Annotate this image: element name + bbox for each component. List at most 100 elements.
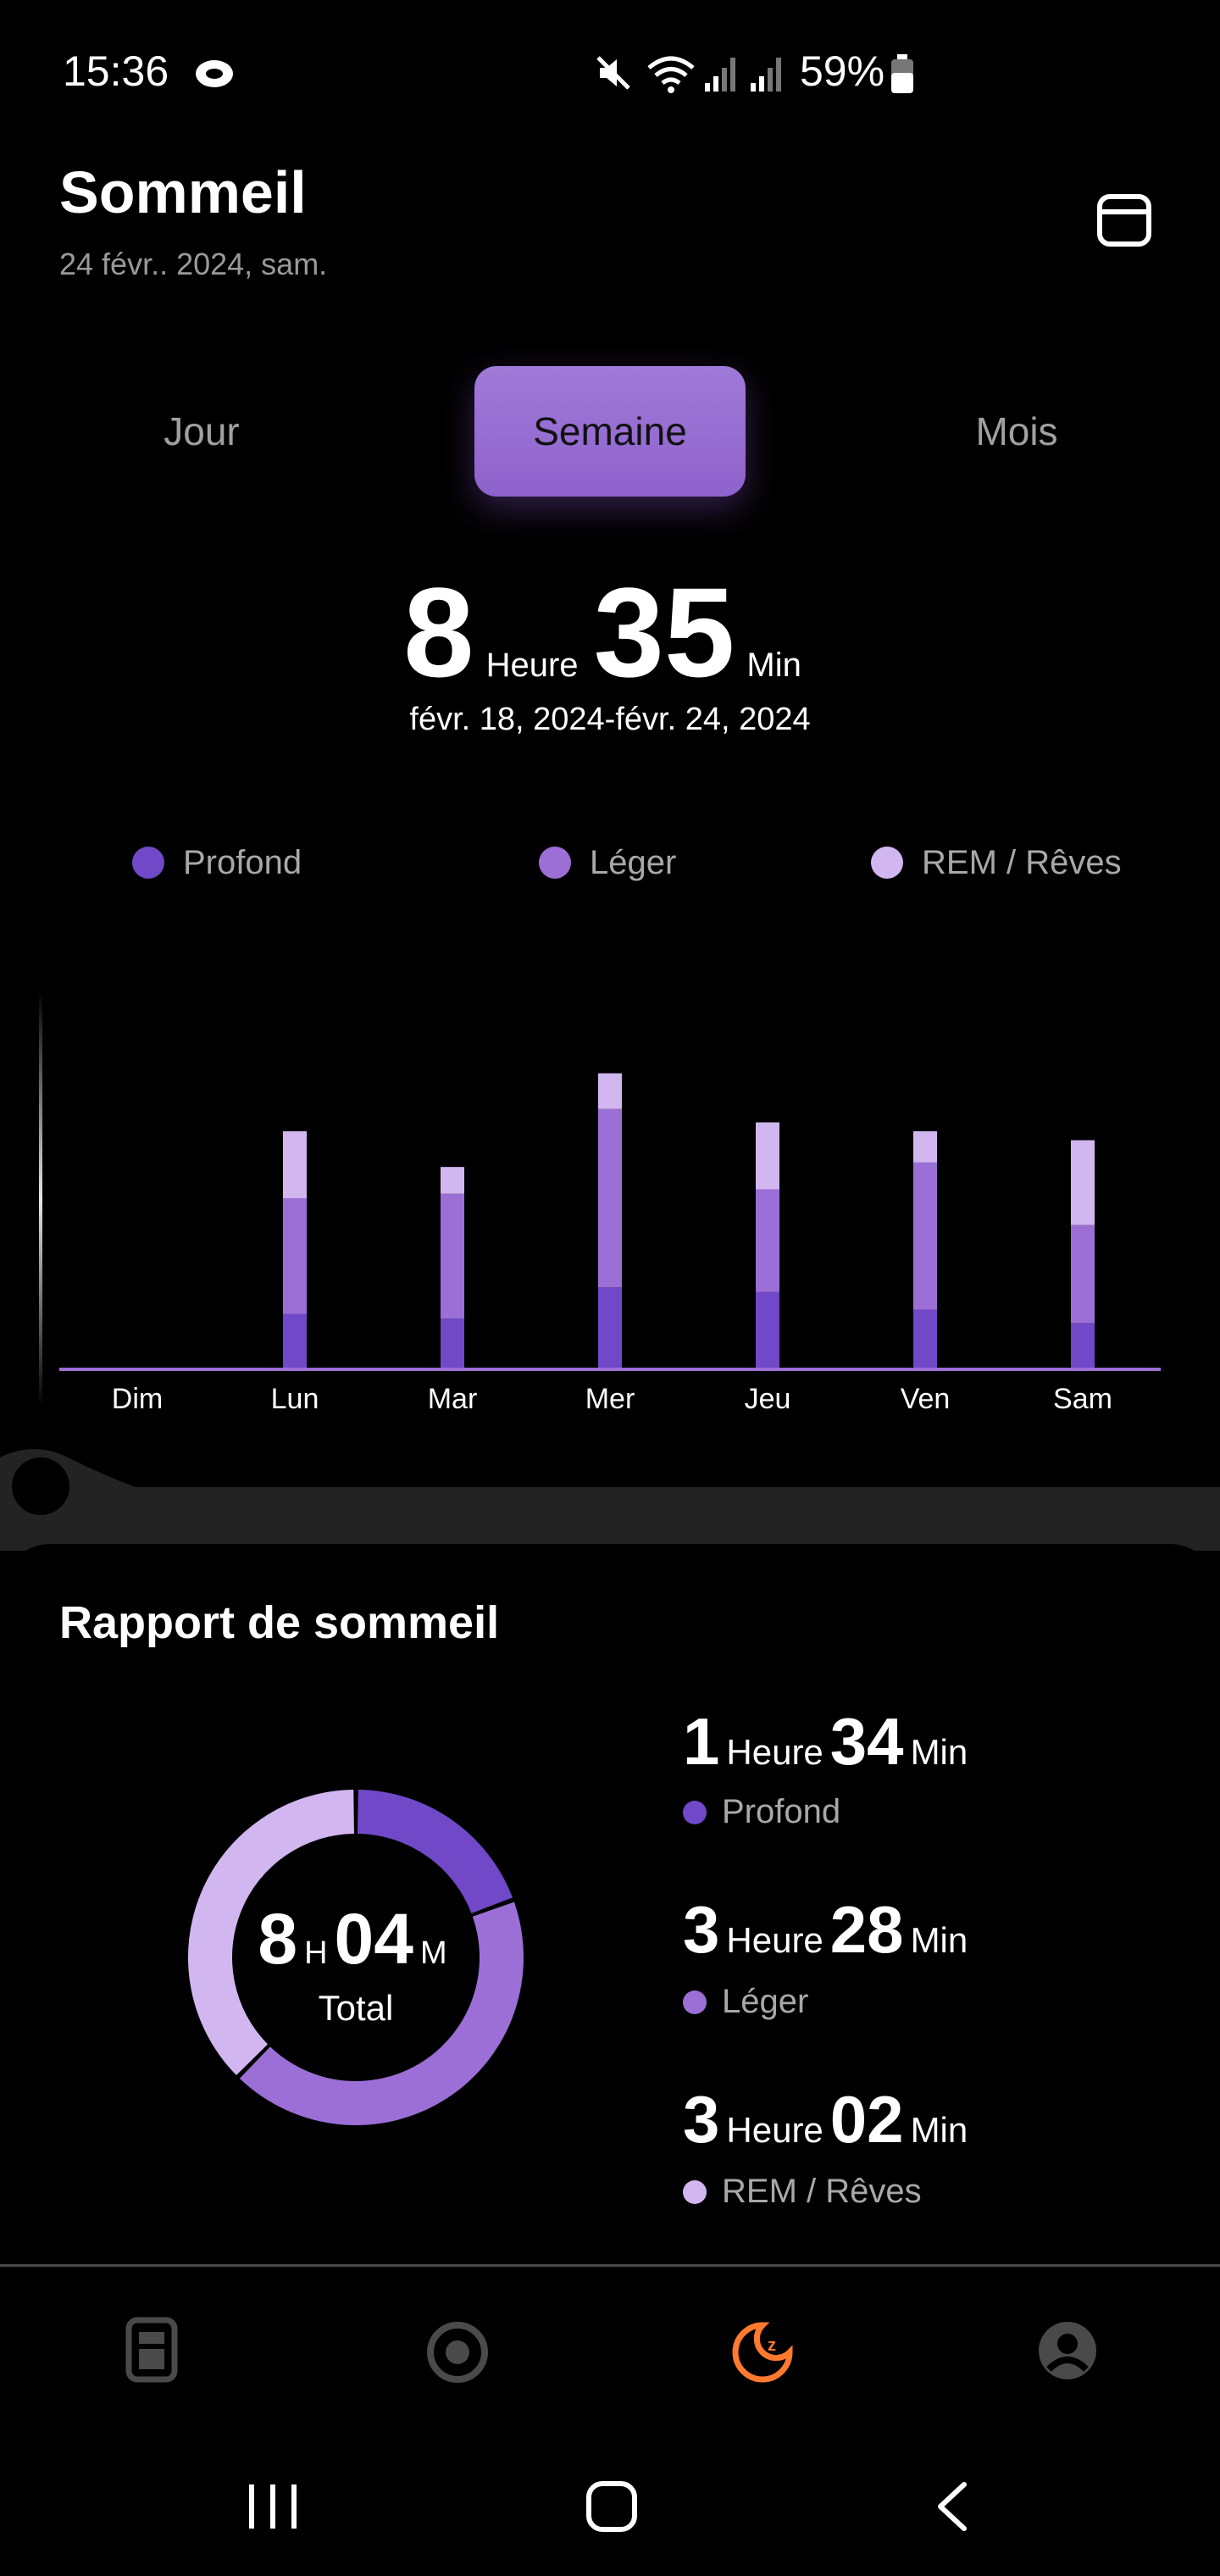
profile-icon[interactable] xyxy=(1035,2318,1100,2383)
bar-jeu-1[interactable] xyxy=(756,1189,779,1292)
bar-mer-1[interactable] xyxy=(598,1108,622,1288)
stat-rem: 3 Heure 02 Min xyxy=(683,2081,974,2158)
home-icon[interactable] xyxy=(585,2479,639,2534)
bar-ven-1[interactable] xyxy=(913,1162,937,1310)
stat-deep-label: Profond xyxy=(722,1793,841,1830)
x-label-sam: Sam xyxy=(1053,1383,1112,1415)
bar-mar-2[interactable] xyxy=(441,1167,464,1194)
stat-rem-hours: 3 xyxy=(683,2082,720,2157)
recent-apps-icon[interactable] xyxy=(246,2481,300,2532)
legend-item-deep: Profond xyxy=(132,839,302,886)
legend-label-rem: REM / Rêves xyxy=(922,843,1122,881)
section-divider xyxy=(0,1449,1220,1551)
back-icon[interactable] xyxy=(932,2479,974,2534)
total-minutes-unit: M xyxy=(419,1935,447,1971)
status-time: 15:36 xyxy=(63,47,169,95)
bar-ven-0[interactable] xyxy=(913,1309,937,1368)
total-hours: 8 xyxy=(258,1899,298,1979)
legend-label-light: Léger xyxy=(590,843,677,881)
bar-sam-0[interactable] xyxy=(1071,1323,1095,1368)
summary-minutes: 35 xyxy=(593,561,735,703)
legend-dot-deep xyxy=(132,847,164,879)
mute-icon xyxy=(596,56,630,90)
stat-deep-hours-unit: Heure xyxy=(726,1732,824,1772)
total-minutes: 04 xyxy=(334,1899,413,1979)
stat-deep-label-row: Profond xyxy=(683,1793,840,1831)
stat-light-hours: 3 xyxy=(683,1892,720,1967)
stat-light-minutes-unit: Min xyxy=(910,1920,968,1960)
legend-item-rem: REM / Rêves xyxy=(871,839,1122,886)
stat-light-label: Léger xyxy=(722,1983,809,2020)
donut-slice-1 xyxy=(239,1901,524,2125)
signal-icon-1 xyxy=(705,58,735,92)
summary-minutes-unit: Min xyxy=(746,647,801,684)
donut-slice-0 xyxy=(358,1790,513,1913)
signal-icon-2 xyxy=(751,58,781,92)
stat-light-dot xyxy=(683,1990,707,2014)
stat-light: 3 Heure 28 Min xyxy=(683,1891,974,1968)
svg-text:z: z xyxy=(768,2336,776,2355)
bottom-nav xyxy=(0,2264,1220,2436)
bar-jeu-2[interactable] xyxy=(756,1122,779,1190)
stat-deep-minutes: 34 xyxy=(829,1704,904,1779)
device-icon[interactable] xyxy=(124,2317,180,2383)
stat-light-label-row: Léger xyxy=(683,1983,808,2021)
stat-deep-hours: 1 xyxy=(683,1704,720,1779)
tab-week[interactable]: Semaine xyxy=(474,366,746,497)
wifi-icon xyxy=(647,56,695,93)
stat-rem-hours-unit: Heure xyxy=(726,2110,824,2150)
notification-icon xyxy=(196,60,233,87)
stat-deep-minutes-unit: Min xyxy=(910,1732,968,1772)
chart-scroll-indicator xyxy=(39,991,42,1407)
sleep-donut-chart xyxy=(187,1790,524,2125)
stat-rem-label: REM / Rêves xyxy=(722,2173,922,2210)
x-label-jeu: Jeu xyxy=(745,1383,791,1415)
legend-label-deep: Profond xyxy=(183,843,302,881)
legend-item-light: Léger xyxy=(539,839,676,886)
tab-day[interactable]: Jour xyxy=(164,409,240,453)
stat-deep-dot xyxy=(683,1800,707,1824)
stat-rem-minutes-unit: Min xyxy=(910,2110,968,2150)
x-label-mer: Mer xyxy=(585,1383,635,1415)
stat-rem-dot xyxy=(683,2179,707,2204)
donut-slice-2 xyxy=(187,1790,354,2075)
report-title: Rapport de sommeil xyxy=(59,1597,500,1648)
x-label-ven: Ven xyxy=(901,1383,951,1415)
donut-total-label: Total xyxy=(318,1988,394,2028)
total-hours-unit: H xyxy=(304,1935,328,1971)
bar-lun-2[interactable] xyxy=(283,1131,307,1198)
bar-mar-0[interactable] xyxy=(441,1319,464,1368)
donut-total-duration: 8 H04 M xyxy=(186,1898,525,1980)
x-label-mar: Mar xyxy=(428,1383,478,1415)
weekly-average: 8 Heure 35 Min xyxy=(0,559,1220,706)
x-label-dim: Dim xyxy=(112,1383,163,1415)
tab-month[interactable]: Mois xyxy=(975,409,1058,453)
bar-mer-0[interactable] xyxy=(598,1287,622,1368)
x-label-lun: Lun xyxy=(271,1383,319,1415)
bar-lun-0[interactable] xyxy=(283,1313,307,1368)
stat-light-minutes: 28 xyxy=(829,1892,904,1967)
bar-sam-2[interactable] xyxy=(1071,1140,1095,1225)
stat-rem-label-row: REM / Rêves xyxy=(683,2173,922,2211)
weekly-sleep-chart[interactable]: Dim Lun Mar Mer Jeu Ven Sam xyxy=(0,974,1220,1432)
summary-hours-unit: Heure xyxy=(485,647,579,684)
bar-sam-1[interactable] xyxy=(1071,1224,1095,1324)
bar-lun-1[interactable] xyxy=(283,1198,307,1314)
bar-ven-2[interactable] xyxy=(913,1131,937,1163)
bar-jeu-0[interactable] xyxy=(756,1291,779,1368)
calendar-icon[interactable] xyxy=(1095,190,1154,249)
date-range: févr. 18, 2024-févr. 24, 2024 xyxy=(409,702,811,737)
stat-deep: 1 Heure 34 Min xyxy=(683,1703,974,1780)
stat-rem-minutes: 02 xyxy=(829,2082,904,2157)
legend-dot-rem xyxy=(871,847,903,879)
battery-percent: 59% xyxy=(800,47,885,95)
system-nav-bar xyxy=(0,2434,1220,2576)
activity-ring-icon[interactable] xyxy=(425,2320,490,2384)
legend-dot-light xyxy=(539,847,571,879)
bar-mer-2[interactable] xyxy=(598,1073,622,1109)
battery-icon xyxy=(891,54,913,93)
sleep-icon[interactable]: z xyxy=(730,2318,795,2386)
page-title: Sommeil xyxy=(59,159,307,225)
page-date: 24 févr.. 2024, sam. xyxy=(59,247,328,281)
bar-mar-1[interactable] xyxy=(441,1193,464,1319)
